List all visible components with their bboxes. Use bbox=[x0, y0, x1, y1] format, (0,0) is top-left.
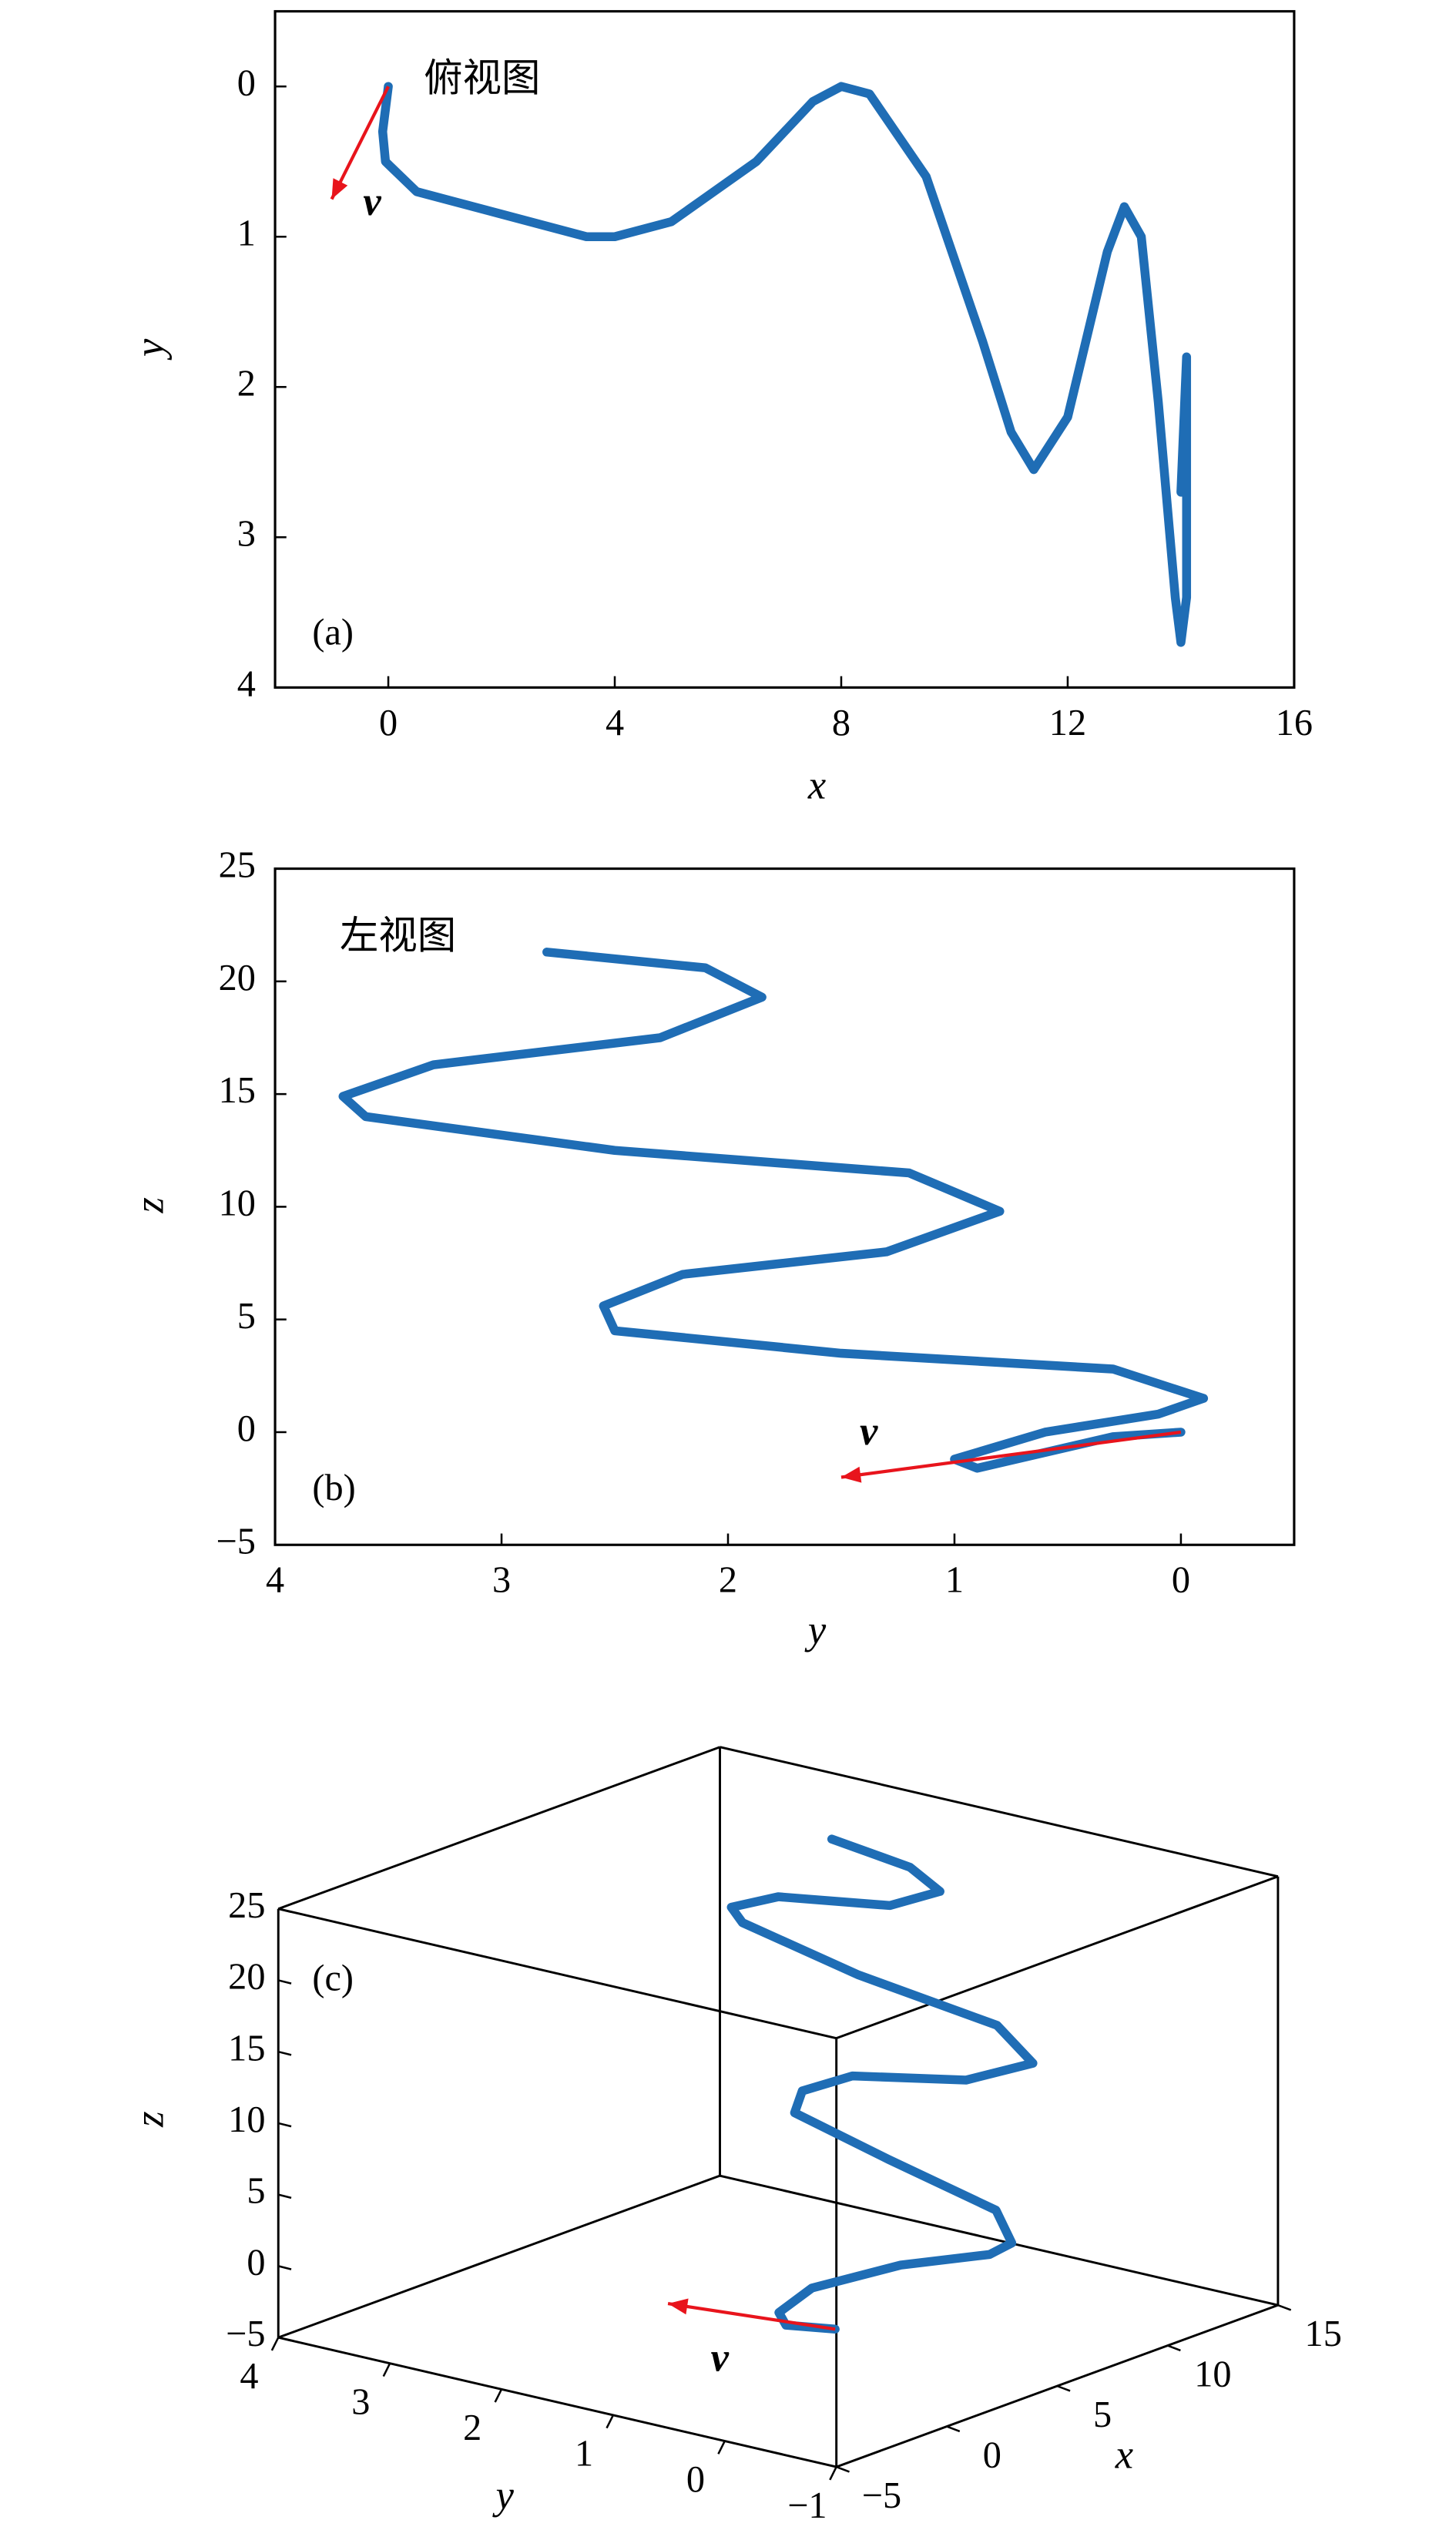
velocity-arrow bbox=[330, 86, 390, 200]
y-tick-label: 25 bbox=[219, 845, 256, 886]
z-tick bbox=[277, 2050, 292, 2056]
x-axis-label: y bbox=[804, 1608, 827, 1653]
velocity-label: v bbox=[363, 180, 381, 224]
z-tick bbox=[277, 2122, 292, 2128]
y-tick-label: 3 bbox=[237, 513, 256, 554]
y-tick-label: 1 bbox=[575, 2434, 593, 2475]
velocity-arrow bbox=[667, 2302, 836, 2331]
x-tick-label: 1 bbox=[945, 1560, 964, 1601]
x-tick-label: 3 bbox=[492, 1560, 511, 1601]
x-axis-label: x bbox=[1115, 2433, 1133, 2478]
y-tick-label: 4 bbox=[237, 663, 256, 704]
y-tick-label: 4 bbox=[240, 2356, 258, 2397]
z-tick bbox=[277, 2336, 292, 2342]
z-tick bbox=[277, 2193, 292, 2199]
arrow-head bbox=[668, 2298, 689, 2315]
arrow-head bbox=[331, 178, 348, 200]
y-tick bbox=[494, 2388, 503, 2403]
box-edge bbox=[277, 2336, 837, 2468]
z-tick-label: 5 bbox=[247, 2171, 265, 2212]
y-tick-label: −5 bbox=[216, 1521, 255, 1562]
x-tick-label: 10 bbox=[1194, 2354, 1231, 2395]
x-tick-label: 4 bbox=[266, 1560, 284, 1601]
view-title: 左视图 bbox=[340, 912, 456, 958]
box-edge bbox=[720, 2174, 1279, 2307]
y-axis-label: z bbox=[128, 1197, 173, 1213]
trajectory-line bbox=[338, 948, 1209, 1473]
trajectory-line bbox=[377, 82, 1192, 647]
trajectory-line bbox=[726, 1834, 1038, 2334]
x-tick-label: 16 bbox=[1276, 703, 1313, 743]
box-edge bbox=[277, 2174, 721, 2339]
x-tick-label: 2 bbox=[719, 1560, 737, 1601]
view-title: 俯视图 bbox=[424, 55, 540, 100]
velocity-label: v bbox=[711, 2336, 730, 2381]
x-tick-label: 0 bbox=[1172, 1560, 1190, 1601]
z-tick bbox=[277, 1908, 292, 1914]
z-tick-label: 15 bbox=[228, 2028, 265, 2069]
y-tick-label: −1 bbox=[787, 2485, 827, 2526]
y-tick bbox=[717, 2440, 726, 2455]
y-tick-label: 0 bbox=[237, 1408, 256, 1449]
z-tick bbox=[277, 2265, 292, 2270]
x-tick bbox=[1277, 2304, 1292, 2311]
x-axis-label: x bbox=[807, 763, 826, 808]
plot-frame bbox=[273, 867, 1296, 1546]
x-tick-label: 0 bbox=[983, 2435, 1001, 2476]
y-tick bbox=[382, 2363, 391, 2377]
box-edge bbox=[277, 1746, 721, 1911]
velocity-label: v bbox=[860, 1409, 878, 1454]
x-tick-label: 0 bbox=[379, 703, 398, 743]
y-tick-label: 1 bbox=[237, 213, 256, 253]
x-tick bbox=[1056, 2384, 1071, 2392]
box-edge bbox=[836, 1875, 1279, 2040]
panel-label: (c) bbox=[312, 1958, 354, 1998]
z-axis-label: z bbox=[128, 2111, 173, 2127]
x-tick-label: 5 bbox=[1093, 2394, 1112, 2435]
y-tick bbox=[606, 2414, 615, 2429]
y-tick-label: 2 bbox=[237, 363, 256, 404]
box-edge bbox=[720, 1746, 1279, 1878]
velocity-arrow bbox=[840, 1430, 1182, 1479]
y-tick-label: 15 bbox=[219, 1070, 256, 1111]
y-tick-label: 20 bbox=[219, 958, 256, 998]
x-tick bbox=[836, 2465, 850, 2473]
y-tick-label: 10 bbox=[219, 1183, 256, 1223]
panel-label: (a) bbox=[312, 612, 354, 653]
box-edge bbox=[277, 1908, 837, 2040]
z-tick-label: 10 bbox=[228, 2099, 265, 2140]
z-tick-label: −5 bbox=[226, 2314, 265, 2354]
x-tick-label: 8 bbox=[832, 703, 850, 743]
z-tick-label: 20 bbox=[228, 1957, 265, 1998]
y-tick bbox=[829, 2466, 837, 2481]
x-tick bbox=[1167, 2344, 1181, 2352]
panel-label: (b) bbox=[312, 1468, 355, 1508]
x-tick bbox=[946, 2425, 961, 2433]
y-axis-label: y bbox=[128, 338, 173, 361]
x-tick-label: −5 bbox=[862, 2475, 901, 2516]
y-tick-label: 3 bbox=[351, 2381, 370, 2422]
y-tick bbox=[270, 2337, 280, 2351]
y-tick-label: 0 bbox=[686, 2459, 705, 2500]
z-tick-label: 0 bbox=[247, 2242, 265, 2283]
plot-frame bbox=[273, 10, 1296, 689]
y-axis-label: y bbox=[492, 2473, 515, 2518]
arrow-head bbox=[840, 1466, 862, 1483]
z-tick bbox=[277, 1979, 292, 1985]
z-tick-label: 25 bbox=[228, 1885, 265, 1926]
y-tick-label: 5 bbox=[237, 1296, 256, 1337]
y-tick-label: 2 bbox=[463, 2408, 481, 2448]
x-tick-label: 4 bbox=[606, 703, 624, 743]
x-tick-label: 12 bbox=[1049, 703, 1086, 743]
x-tick-label: 15 bbox=[1305, 2314, 1342, 2354]
y-tick-label: 0 bbox=[237, 62, 256, 103]
